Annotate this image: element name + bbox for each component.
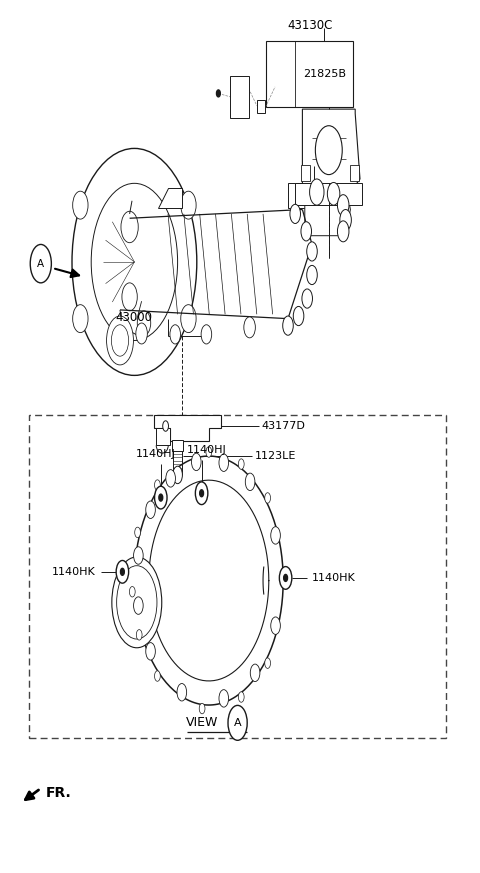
Circle shape	[120, 568, 124, 575]
Text: 43130C: 43130C	[287, 19, 332, 31]
Polygon shape	[295, 183, 362, 205]
Circle shape	[271, 617, 280, 635]
Circle shape	[72, 148, 197, 375]
Circle shape	[155, 670, 160, 681]
Circle shape	[337, 221, 349, 242]
Text: FR.: FR.	[46, 786, 72, 800]
Circle shape	[271, 526, 280, 544]
Circle shape	[279, 567, 292, 589]
Circle shape	[201, 325, 212, 344]
Circle shape	[219, 690, 228, 707]
Bar	[29, 415, 446, 738]
Circle shape	[239, 459, 244, 470]
Circle shape	[122, 283, 137, 311]
Circle shape	[199, 704, 205, 714]
Text: A: A	[37, 258, 44, 269]
Circle shape	[111, 325, 129, 356]
Circle shape	[228, 705, 247, 740]
Circle shape	[239, 691, 244, 702]
Polygon shape	[288, 183, 336, 208]
Text: 43000: 43000	[115, 312, 152, 324]
Bar	[257, 100, 265, 113]
Circle shape	[166, 470, 176, 487]
Circle shape	[72, 305, 88, 333]
Circle shape	[181, 191, 196, 219]
Polygon shape	[302, 109, 360, 192]
Circle shape	[163, 421, 168, 431]
Circle shape	[284, 574, 288, 581]
Circle shape	[121, 211, 138, 243]
Circle shape	[136, 323, 147, 344]
Text: 43177D: 43177D	[262, 421, 305, 431]
Circle shape	[327, 182, 340, 205]
Circle shape	[133, 546, 143, 564]
Circle shape	[216, 90, 220, 97]
Circle shape	[245, 473, 255, 491]
Circle shape	[112, 557, 162, 648]
Circle shape	[307, 265, 317, 285]
Circle shape	[250, 664, 260, 682]
Circle shape	[159, 494, 163, 501]
Text: A: A	[234, 718, 241, 728]
Circle shape	[135, 527, 141, 538]
Circle shape	[293, 306, 304, 326]
Circle shape	[146, 643, 156, 660]
Circle shape	[155, 480, 160, 491]
Circle shape	[170, 325, 180, 344]
Circle shape	[206, 447, 212, 457]
Circle shape	[133, 597, 143, 615]
Circle shape	[107, 316, 133, 365]
Circle shape	[30, 244, 51, 283]
Polygon shape	[305, 183, 350, 236]
Circle shape	[130, 587, 135, 597]
Circle shape	[155, 486, 167, 509]
Circle shape	[307, 242, 317, 261]
Bar	[172, 440, 183, 451]
Circle shape	[72, 191, 88, 219]
Circle shape	[302, 289, 312, 308]
Bar	[230, 76, 249, 118]
Circle shape	[137, 311, 151, 335]
Circle shape	[146, 501, 156, 519]
Circle shape	[173, 466, 182, 484]
Circle shape	[337, 195, 349, 216]
Circle shape	[177, 684, 187, 701]
Circle shape	[195, 482, 208, 505]
Circle shape	[219, 454, 228, 471]
Circle shape	[283, 316, 293, 335]
Circle shape	[192, 453, 201, 471]
Circle shape	[91, 183, 178, 340]
Circle shape	[117, 566, 157, 639]
Circle shape	[301, 222, 312, 241]
Bar	[266, 41, 353, 107]
Polygon shape	[156, 428, 170, 445]
Circle shape	[290, 204, 300, 223]
Circle shape	[265, 658, 271, 669]
Text: 21825B: 21825B	[303, 69, 346, 79]
Circle shape	[315, 126, 342, 175]
Bar	[301, 165, 310, 181]
Polygon shape	[154, 415, 221, 441]
Text: 1123LE: 1123LE	[254, 450, 296, 461]
Circle shape	[340, 210, 351, 230]
Circle shape	[244, 317, 255, 338]
Text: 1140HJ: 1140HJ	[187, 444, 226, 455]
Circle shape	[200, 490, 204, 497]
Circle shape	[181, 305, 196, 333]
Text: 1140HJ: 1140HJ	[136, 449, 176, 459]
Text: VIEW: VIEW	[186, 717, 218, 729]
Text: 1140HK: 1140HK	[312, 573, 356, 583]
Circle shape	[265, 492, 271, 503]
Polygon shape	[158, 188, 182, 208]
Circle shape	[116, 560, 129, 583]
Circle shape	[310, 179, 324, 205]
Text: 1140HK: 1140HK	[52, 567, 96, 577]
Circle shape	[136, 629, 142, 640]
Bar	[350, 165, 359, 181]
